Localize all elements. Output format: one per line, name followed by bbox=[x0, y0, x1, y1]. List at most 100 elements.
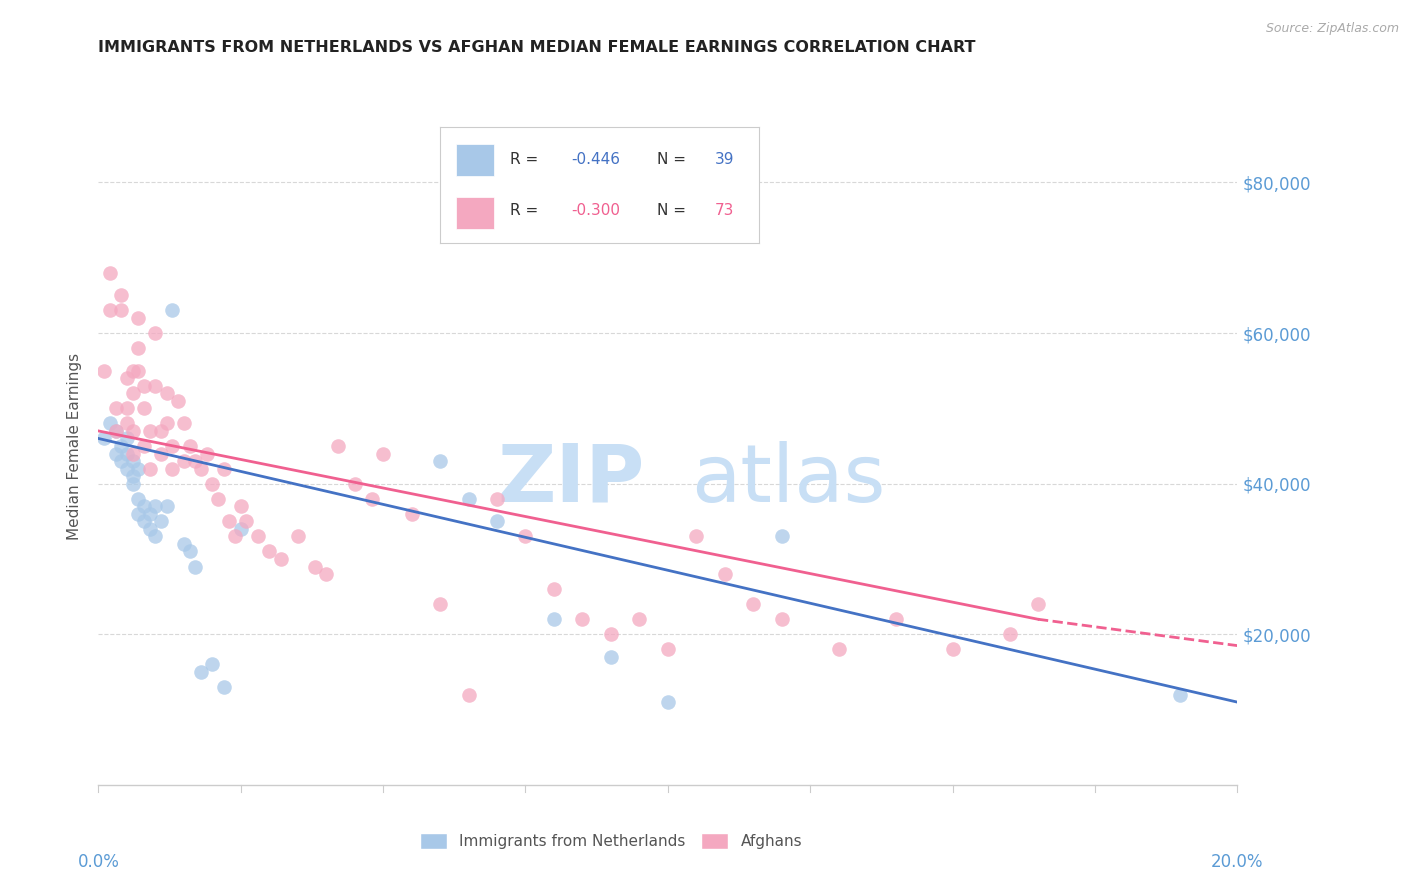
Point bbox=[121, 469, 143, 483]
Point bbox=[429, 597, 451, 611]
Point bbox=[110, 454, 132, 468]
Point bbox=[110, 439, 132, 453]
Point bbox=[457, 491, 479, 506]
Text: ZIP: ZIP bbox=[498, 441, 645, 519]
Point bbox=[343, 476, 366, 491]
Point bbox=[190, 665, 212, 679]
Point bbox=[132, 514, 155, 528]
Point bbox=[685, 529, 707, 543]
Point bbox=[457, 688, 479, 702]
Point bbox=[98, 266, 121, 280]
Point bbox=[127, 507, 149, 521]
Point bbox=[229, 500, 252, 514]
Point bbox=[132, 500, 155, 514]
Point bbox=[212, 680, 235, 694]
Point bbox=[156, 500, 179, 514]
Point bbox=[104, 424, 127, 438]
Point bbox=[571, 612, 593, 626]
Point bbox=[115, 371, 138, 385]
Point bbox=[132, 401, 155, 416]
Point bbox=[150, 514, 173, 528]
Point bbox=[173, 537, 195, 551]
Point bbox=[246, 529, 269, 543]
Point bbox=[127, 364, 149, 378]
Point bbox=[121, 446, 143, 460]
Point bbox=[543, 612, 565, 626]
Point bbox=[173, 454, 195, 468]
Point bbox=[104, 424, 127, 438]
Y-axis label: Median Female Earnings: Median Female Earnings bbox=[67, 352, 83, 540]
Point bbox=[1170, 688, 1192, 702]
Point bbox=[179, 439, 201, 453]
Point bbox=[145, 378, 167, 392]
Point bbox=[104, 401, 127, 416]
Point bbox=[270, 552, 292, 566]
Point bbox=[150, 446, 173, 460]
Point bbox=[360, 491, 382, 506]
Point bbox=[115, 432, 138, 446]
Point bbox=[138, 461, 160, 475]
Point bbox=[115, 417, 138, 431]
Point bbox=[190, 461, 212, 475]
Text: atlas: atlas bbox=[690, 441, 884, 519]
Point bbox=[98, 417, 121, 431]
Point bbox=[138, 424, 160, 438]
Point bbox=[132, 378, 155, 392]
Point bbox=[127, 310, 149, 325]
Point bbox=[657, 642, 679, 657]
Point bbox=[315, 567, 337, 582]
Point bbox=[121, 476, 143, 491]
Point bbox=[110, 288, 132, 302]
Point bbox=[132, 439, 155, 453]
Point bbox=[138, 522, 160, 536]
Point bbox=[104, 446, 127, 460]
Point bbox=[942, 642, 965, 657]
Text: IMMIGRANTS FROM NETHERLANDS VS AFGHAN MEDIAN FEMALE EARNINGS CORRELATION CHART: IMMIGRANTS FROM NETHERLANDS VS AFGHAN ME… bbox=[98, 40, 976, 55]
Point bbox=[115, 461, 138, 475]
Point bbox=[179, 544, 201, 558]
Point bbox=[184, 559, 207, 574]
Point bbox=[515, 529, 537, 543]
Point bbox=[121, 386, 143, 401]
Point bbox=[884, 612, 907, 626]
Point bbox=[224, 529, 246, 543]
Point bbox=[998, 627, 1021, 641]
Point bbox=[628, 612, 651, 626]
Point bbox=[714, 567, 737, 582]
Point bbox=[600, 627, 623, 641]
Point bbox=[145, 500, 167, 514]
Point bbox=[150, 424, 173, 438]
Text: 20.0%: 20.0% bbox=[1211, 853, 1264, 871]
Point bbox=[127, 461, 149, 475]
Point bbox=[110, 303, 132, 318]
Point bbox=[201, 476, 224, 491]
Point bbox=[235, 514, 257, 528]
Point bbox=[304, 559, 326, 574]
Point bbox=[429, 454, 451, 468]
Point bbox=[145, 326, 167, 340]
Point bbox=[326, 439, 349, 453]
Point bbox=[184, 454, 207, 468]
Point bbox=[127, 491, 149, 506]
Point bbox=[259, 544, 281, 558]
Point bbox=[207, 491, 229, 506]
Point bbox=[212, 461, 235, 475]
Point bbox=[156, 386, 179, 401]
Point bbox=[742, 597, 765, 611]
Point bbox=[121, 364, 143, 378]
Text: Source: ZipAtlas.com: Source: ZipAtlas.com bbox=[1265, 22, 1399, 36]
Point bbox=[486, 491, 509, 506]
Point bbox=[121, 454, 143, 468]
Point bbox=[287, 529, 309, 543]
Point bbox=[229, 522, 252, 536]
Point bbox=[600, 649, 623, 664]
Point bbox=[127, 341, 149, 355]
Point bbox=[1026, 597, 1049, 611]
Point bbox=[218, 514, 240, 528]
Point bbox=[138, 507, 160, 521]
Point bbox=[657, 695, 679, 709]
Point bbox=[373, 446, 395, 460]
Point bbox=[162, 303, 184, 318]
Point bbox=[201, 657, 224, 672]
Point bbox=[167, 393, 190, 408]
